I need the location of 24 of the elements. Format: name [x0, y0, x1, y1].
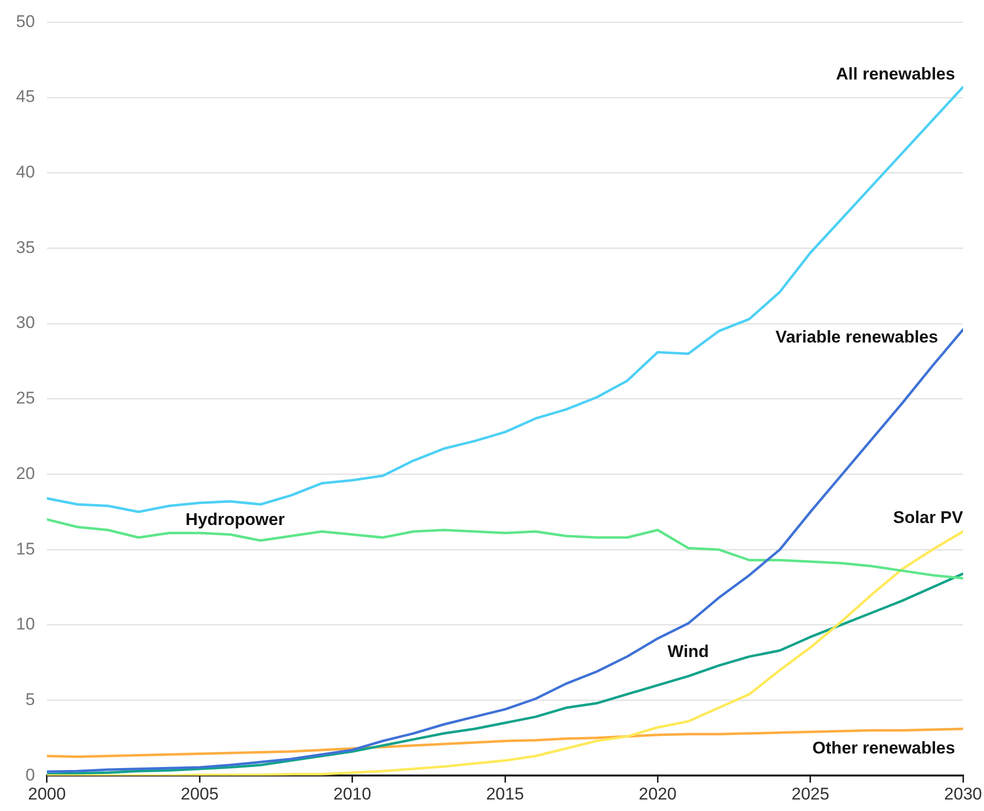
x-tick-label: 2010 [333, 784, 372, 804]
y-tick-label: 45 [16, 87, 35, 106]
y-tick-label: 40 [16, 162, 35, 182]
series-label: Hydropower [186, 510, 286, 530]
y-tick-label: 0 [25, 765, 35, 784]
x-tick-label: 2020 [638, 784, 677, 804]
series-label: Other renewables [812, 738, 956, 758]
x-tick-label: 2000 [28, 784, 66, 804]
y-tick-label: 30 [16, 313, 35, 332]
y-tick-label: 15 [16, 539, 35, 558]
series-label: All renewables [836, 64, 956, 84]
y-tick-label: 20 [16, 464, 35, 483]
series-label: Wind [668, 642, 709, 661]
x-tick-label: 2030 [944, 784, 982, 804]
y-tick-label: 25 [16, 388, 35, 408]
y-tick-label: 35 [16, 238, 35, 257]
y-tick-label: 50 [16, 12, 35, 31]
y-tick-label: 10 [16, 614, 35, 634]
series-label: Solar PV [893, 508, 964, 528]
x-tick-label: 2015 [486, 784, 524, 804]
x-tick-label: 2005 [180, 784, 219, 804]
x-tick-label: 2025 [791, 784, 830, 804]
series-label: Variable renewables [776, 327, 938, 346]
y-tick-label: 5 [25, 690, 35, 709]
